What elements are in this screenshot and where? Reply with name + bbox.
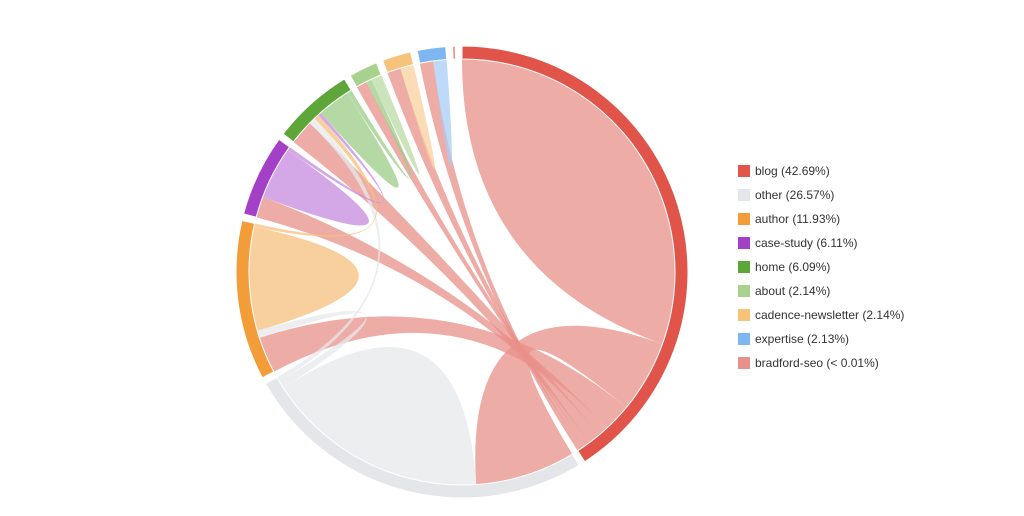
arc-other[interactable] [264,376,580,499]
legend-swatch [738,237,750,249]
legend-label: author (11.93%) [755,212,841,226]
arc-about[interactable] [349,62,382,88]
ribbon-case-study-to-case-study[interactable] [262,149,369,226]
legend-label: other (26.57%) [755,188,835,202]
chart-legend: blog (42.69%) other (26.57%) author (11.93… [738,163,904,371]
legend-label: cadence-newsletter (2.14%) [755,308,905,322]
legend-label: home (6.09%) [755,260,831,274]
legend-item-bradford-seo[interactable]: bradford-seo (< 0.01%) [738,355,904,371]
arc-home[interactable] [282,78,352,143]
legend-swatch [738,357,750,369]
legend-swatch [738,333,750,345]
legend-item-blog[interactable]: blog (42.69%) [738,163,904,179]
arc-bradford-seo[interactable] [452,45,457,60]
arc-expertise[interactable] [416,46,448,64]
ribbon-blog-to-other[interactable] [475,325,663,485]
arc-author[interactable] [235,219,275,379]
legend-label: case-study (6.11%) [755,236,858,250]
ribbon-expertise-to-expertise[interactable] [433,59,453,167]
ribbon-blog-to-cadence-newsletter[interactable] [387,68,586,449]
legend-label: blog (42.69%) [755,164,830,178]
ribbon-blog-to-about[interactable] [356,81,590,446]
legend-item-home[interactable]: home (6.09%) [738,259,904,275]
ribbon-other-to-other[interactable] [283,347,477,486]
ribbon-home-to-about[interactable] [346,79,412,180]
chord-arcs [235,45,689,499]
ribbon-other-to-home[interactable] [276,118,381,382]
legend-swatch [738,261,750,273]
legend-item-other[interactable]: other (26.57%) [738,187,904,203]
legend-item-cadence-newsletter[interactable]: cadence-newsletter (2.14%) [738,307,904,323]
chord-ribbons [248,59,675,486]
legend-swatch [738,189,750,201]
ribbon-about-to-about[interactable] [371,74,420,175]
legend-label: about (2.14%) [755,284,831,298]
arc-cadence-newsletter[interactable] [382,51,415,74]
ribbon-home-to-home[interactable] [320,92,399,188]
legend-item-author[interactable]: author (11.93%) [738,211,904,227]
legend-swatch [738,309,750,321]
arc-blog[interactable] [461,45,689,463]
ribbon-blog-to-case-study[interactable] [256,196,607,435]
ribbon-blog-to-author[interactable] [259,316,627,429]
legend-label: expertise (2.13%) [755,332,850,346]
ribbon-blog-to-expertise[interactable] [419,60,582,451]
legend-item-case-study[interactable]: case-study (6.11%) [738,235,904,251]
legend-swatch [738,213,750,225]
arc-case-study[interactable] [242,138,291,218]
legend-swatch [738,285,750,297]
ribbon-blog-to-blog[interactable] [462,59,675,345]
ribbon-case-study-to-home[interactable] [287,112,384,203]
ribbon-author-to-author[interactable] [248,226,359,331]
legend-item-about[interactable]: about (2.14%) [738,283,904,299]
legend-swatch [738,165,750,177]
legend-label: bradford-seo (< 0.01%) [755,356,879,370]
ribbon-cadence-newsletter-to-cadence-newsletter[interactable] [400,64,435,170]
legend-item-expertise[interactable]: expertise (2.13%) [738,331,904,347]
